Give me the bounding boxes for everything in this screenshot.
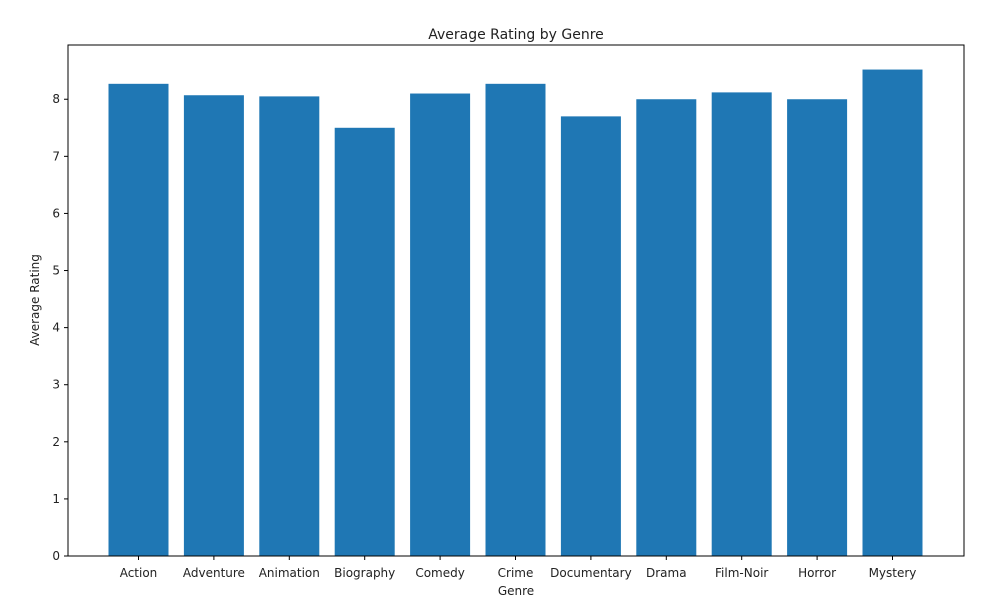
y-tick-label: 7 [52,149,60,163]
x-tick-label: Film-Noir [715,566,768,580]
bar-film-noir [711,92,772,556]
bar-documentary [560,116,621,557]
y-tick-label: 4 [52,321,60,335]
x-tick-label: Mystery [869,566,917,580]
bar-horror [787,99,848,557]
y-axis-label: Average Rating [28,254,42,346]
x-tick-label: Biography [334,566,395,580]
x-tick-label: Adventure [183,566,245,580]
bar-animation [259,96,320,556]
bar-crime [485,83,546,556]
plot-frame [67,44,965,557]
bar-action [108,83,169,556]
x-tick-label: Horror [798,566,836,580]
bar-mystery [862,69,923,557]
x-axis-label: Genre [498,584,534,598]
y-tick-label: 0 [52,549,60,563]
y-tick-label: 5 [52,264,60,278]
x-axis: Action Adventure Animation Biography Comedy C… [120,556,917,580]
x-tick-label: Action [120,566,158,580]
bar-adventure [183,95,244,557]
y-tick-label: 3 [52,378,60,392]
chart-title: Average Rating by Genre [428,27,604,43]
y-axis: 0 1 2 3 4 5 6 7 8 [52,92,68,563]
bar-comedy [410,93,471,556]
x-tick-label: Documentary [550,566,632,580]
y-tick-label: 1 [52,492,60,506]
x-tick-label: Comedy [415,566,465,580]
y-tick-label: 8 [52,92,60,106]
x-tick-label: Crime [498,566,534,580]
y-tick-label: 6 [52,206,60,220]
bar-drama [636,99,697,557]
bar-biography [334,127,395,556]
x-tick-label: Animation [259,566,320,580]
x-tick-label: Drama [646,566,687,580]
bars-layer [108,69,923,557]
y-tick-label: 2 [52,435,60,449]
